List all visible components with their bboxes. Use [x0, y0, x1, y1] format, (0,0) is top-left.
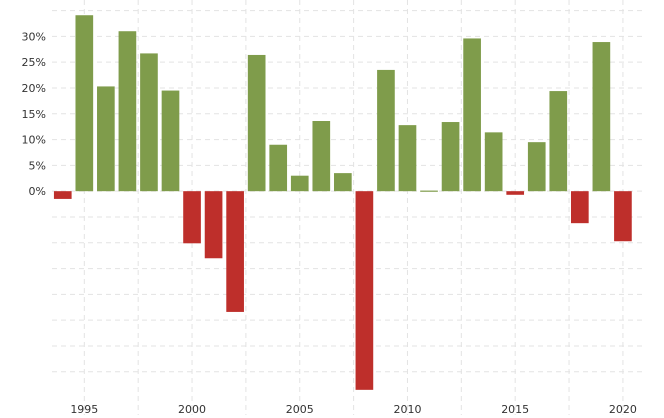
- bar-2000: [183, 191, 201, 244]
- x-axis-ticks: 1995 2000 2005 2010 2015 2020: [70, 403, 637, 416]
- bar-1998: [140, 53, 158, 192]
- bar-1996: [97, 86, 115, 192]
- bar-1997: [118, 31, 137, 192]
- bar-2010: [398, 125, 417, 192]
- x-tick-label: 2005: [286, 403, 314, 416]
- bar-2015: [506, 191, 525, 195]
- bar-2020: [614, 191, 632, 242]
- x-tick-label: 2010: [393, 403, 421, 416]
- bar-2019: [592, 42, 611, 192]
- bar-2012: [441, 122, 460, 192]
- bar-2009: [377, 69, 395, 192]
- bar-1994: [53, 191, 72, 199]
- bar-2018: [570, 191, 589, 224]
- x-tick-label: 1995: [70, 403, 98, 416]
- bar-2005: [290, 175, 309, 192]
- y-tick-label: 15%: [22, 108, 46, 121]
- bar-2001: [204, 191, 223, 259]
- bar-2002: [226, 191, 244, 312]
- bar-1999: [161, 90, 180, 192]
- bar-2006: [312, 121, 331, 192]
- y-tick-label: 30%: [22, 30, 46, 43]
- x-tick-label: 2000: [178, 403, 206, 416]
- x-tick-label: 2020: [609, 403, 637, 416]
- bars-layer: [53, 15, 632, 390]
- bar-2004: [269, 144, 288, 192]
- bar-2008: [355, 191, 374, 390]
- bar-2017: [549, 91, 568, 192]
- bar-2007: [334, 173, 352, 192]
- y-axis-ticks: 0% 5% 10% 15% 20% 25% 30%: [22, 30, 46, 198]
- bar-2011: [420, 190, 438, 192]
- y-tick-label: 5%: [29, 159, 46, 172]
- bar-1995: [75, 15, 94, 192]
- y-tick-label: 0%: [29, 185, 46, 198]
- y-tick-label: 10%: [22, 134, 46, 147]
- x-tick-label: 2015: [501, 403, 529, 416]
- y-tick-label: 20%: [22, 82, 46, 95]
- bar-2014: [484, 132, 503, 192]
- y-tick-label: 25%: [22, 56, 46, 69]
- bar-2003: [247, 54, 266, 192]
- bar-2016: [527, 142, 546, 192]
- bar-2013: [463, 38, 481, 192]
